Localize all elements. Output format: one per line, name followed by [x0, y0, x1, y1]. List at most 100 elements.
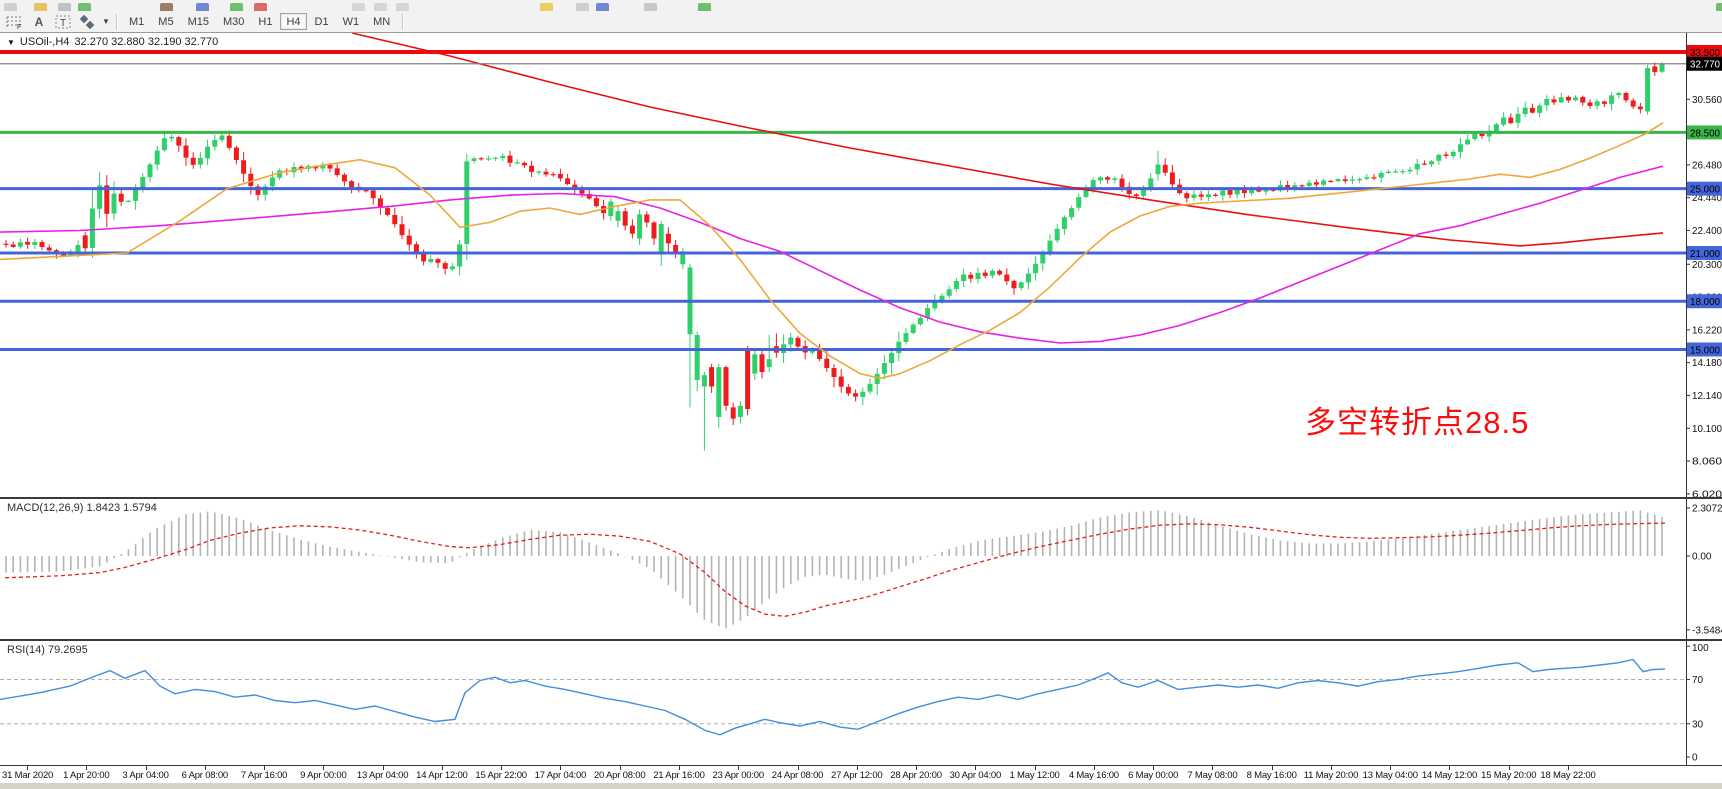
svg-text:70: 70: [1692, 675, 1704, 686]
panel-separator[interactable]: [0, 639, 1722, 641]
timeframe-button-d1[interactable]: D1: [314, 16, 329, 28]
timeframe-button-m5[interactable]: M5: [158, 16, 174, 28]
time-axis[interactable]: 31 Mar 2020 1 Apr 20:00 3 Apr 04:00 6 Apr 0…: [0, 766, 1722, 783]
svg-text:22.400: 22.400: [1692, 226, 1722, 237]
rsi-indicator-panel[interactable]: 100 70 30 0: [0, 641, 1722, 765]
time-tick: [323, 766, 325, 770]
toolbar-top-clipped: [0, 0, 1722, 11]
timeframe-button-m30[interactable]: M30: [222, 16, 245, 28]
svg-text:12.140: 12.140: [1692, 391, 1722, 402]
svg-text:6.020: 6.020: [1692, 489, 1722, 497]
rsi-indicator-label: RSI(14) 79.2695: [7, 644, 88, 656]
time-label: 1 May 12:00: [1009, 770, 1060, 781]
time-label: 3 Apr 04:00: [122, 770, 169, 781]
time-tick: [619, 766, 621, 770]
toolbar-icon-fragment: [160, 3, 173, 11]
time-tick: [738, 766, 740, 770]
svg-text:20.300: 20.300: [1692, 260, 1722, 271]
time-tick: [1449, 766, 1451, 770]
time-label: 14 Apr 12:00: [416, 770, 468, 781]
time-label: 11 May 20:00: [1303, 770, 1359, 781]
toolbar-icon-fragment: [374, 3, 387, 11]
toolbar-icon-fragment: [196, 3, 209, 11]
toolbar-icon-fragment: [396, 3, 409, 11]
toolbar-icon-fragment: [644, 3, 657, 11]
arrows-shapes-icon[interactable]: [75, 13, 99, 31]
svg-text:18.000: 18.000: [1690, 297, 1720, 308]
window-bottom-strip: [0, 783, 1722, 789]
time-tick: [975, 766, 977, 770]
svg-text:30.560: 30.560: [1692, 95, 1722, 106]
time-tick: [856, 766, 858, 770]
axis-separator: [0, 765, 1722, 766]
time-label: 23 Apr 00:00: [712, 770, 764, 781]
svg-text:25.000: 25.000: [1690, 185, 1720, 196]
time-label: 24 Apr 08:00: [771, 770, 824, 781]
toolbar-icon-fragment: [698, 3, 711, 11]
main-price-chart[interactable]: 30.56026.48024.44022.40020.30018.26016.2…: [0, 33, 1722, 497]
toolbar-drawing-and-timeframes: F A T ▼ M1 M5 M15 M30 H1 H4 D1 W1 MN: [0, 11, 1722, 33]
time-tick: [1153, 766, 1155, 770]
svg-text:2.3072: 2.3072: [1692, 504, 1722, 515]
fibonacci-icon[interactable]: F: [3, 13, 27, 31]
svg-text:0.00: 0.00: [1692, 552, 1712, 563]
text-box-icon[interactable]: T: [51, 13, 75, 31]
timeframe-button-mn[interactable]: MN: [373, 16, 391, 28]
timeframe-buttons: M1 M5 M15 M30 H1 H4 D1 W1 MN: [122, 13, 397, 30]
toolbar-separator: [116, 13, 117, 30]
toolbar-icon-fragment: [1716, 3, 1722, 11]
toolbar-icon-fragment: [254, 3, 267, 11]
time-tick: [1568, 766, 1570, 770]
time-label: 13 Apr 04:00: [356, 770, 409, 781]
timeframe-button-w1[interactable]: W1: [342, 16, 360, 28]
svg-text:26.480: 26.480: [1692, 160, 1722, 171]
time-label: 6 May 00:00: [1128, 770, 1179, 781]
timeframe-button-h1[interactable]: H1: [258, 16, 273, 28]
svg-text:33.500: 33.500: [1690, 48, 1720, 59]
toolbar-icon-fragment: [230, 3, 243, 11]
time-label: 18 May 22:00: [1540, 770, 1596, 781]
time-label: 27 Apr 12:00: [831, 770, 883, 781]
time-tick: [264, 766, 266, 770]
time-tick: [382, 766, 384, 770]
time-label: 4 May 16:00: [1068, 770, 1119, 781]
time-label: 14 May 12:00: [1421, 770, 1478, 781]
timeframe-button-m15[interactable]: M15: [187, 16, 209, 28]
time-tick: [560, 766, 562, 770]
macd-indicator-panel[interactable]: 2.3072 0.00 -3.5484: [0, 499, 1722, 639]
time-tick: [501, 766, 503, 770]
toolbar-icon-fragment: [34, 3, 47, 11]
time-label: 30 Apr 04:00: [949, 770, 1002, 781]
ohlc-values: 32.270 32.880 32.190 32.770: [74, 36, 219, 48]
toolbar-icon-fragment: [540, 3, 553, 11]
svg-text:0: 0: [1692, 753, 1698, 764]
panel-separator[interactable]: [0, 497, 1722, 499]
svg-text:21.000: 21.000: [1690, 249, 1720, 260]
time-tick: [204, 766, 206, 770]
text-label-icon[interactable]: A: [34, 14, 44, 29]
toolbar-icon-fragment: [4, 3, 17, 11]
time-label: 15 Apr 22:00: [475, 770, 527, 781]
time-label: 15 May 20:00: [1481, 770, 1537, 781]
time-label: 6 Apr 08:00: [181, 770, 229, 781]
toolbar-icon-fragment: [576, 3, 589, 11]
time-tick: [1212, 766, 1214, 770]
time-tick: [86, 766, 88, 770]
time-label: 17 Apr 04:00: [534, 770, 587, 781]
svg-text:16.220: 16.220: [1692, 325, 1722, 336]
timeframe-button-m1[interactable]: M1: [129, 16, 145, 28]
macd-indicator-label: MACD(12,26,9) 1.8423 1.5794: [7, 502, 157, 514]
collapse-triangle-icon[interactable]: ▼: [7, 37, 15, 47]
time-label: 28 Apr 20:00: [890, 770, 942, 781]
svg-text:8.060: 8.060: [1692, 457, 1722, 468]
time-tick: [1330, 766, 1332, 770]
timeframe-button-h4[interactable]: H4: [280, 13, 307, 30]
time-label: 8 May 16:00: [1246, 770, 1297, 781]
time-label: 13 May 04:00: [1362, 770, 1418, 781]
arrows-dropdown-caret[interactable]: ▼: [102, 17, 110, 26]
toolbar-icon-fragment: [596, 3, 609, 11]
time-label: 20 Apr 08:00: [593, 770, 646, 781]
time-tick: [145, 766, 147, 770]
svg-text:-3.5484: -3.5484: [1692, 625, 1722, 636]
